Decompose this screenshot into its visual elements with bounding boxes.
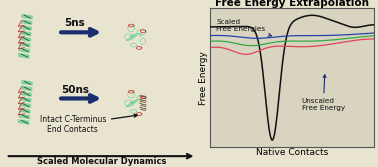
Polygon shape xyxy=(22,86,32,91)
Polygon shape xyxy=(20,103,30,107)
Text: Scaled Molecular Dynamics: Scaled Molecular Dynamics xyxy=(37,157,167,166)
Polygon shape xyxy=(21,26,31,30)
Polygon shape xyxy=(19,53,29,58)
Text: 50ns: 50ns xyxy=(61,85,89,95)
Title: Free Energy Extrapolation: Free Energy Extrapolation xyxy=(215,0,369,8)
Text: 5ns: 5ns xyxy=(65,18,85,28)
Polygon shape xyxy=(22,20,32,24)
Polygon shape xyxy=(19,114,29,119)
X-axis label: Native Contacts: Native Contacts xyxy=(256,148,328,157)
Text: Scaled
Free Energies: Scaled Free Energies xyxy=(216,19,271,36)
Polygon shape xyxy=(20,42,30,47)
Polygon shape xyxy=(19,120,29,124)
Polygon shape xyxy=(20,97,31,102)
Polygon shape xyxy=(21,92,31,96)
Polygon shape xyxy=(20,31,31,36)
Y-axis label: Free Energy: Free Energy xyxy=(200,51,208,105)
Text: Intact C-Terminus
End Contacts: Intact C-Terminus End Contacts xyxy=(40,114,137,134)
Polygon shape xyxy=(19,48,29,52)
Text: Unscaled
Free Energy: Unscaled Free Energy xyxy=(302,75,345,111)
Polygon shape xyxy=(20,37,30,41)
Polygon shape xyxy=(22,80,32,85)
Polygon shape xyxy=(22,14,32,19)
Polygon shape xyxy=(20,108,30,113)
